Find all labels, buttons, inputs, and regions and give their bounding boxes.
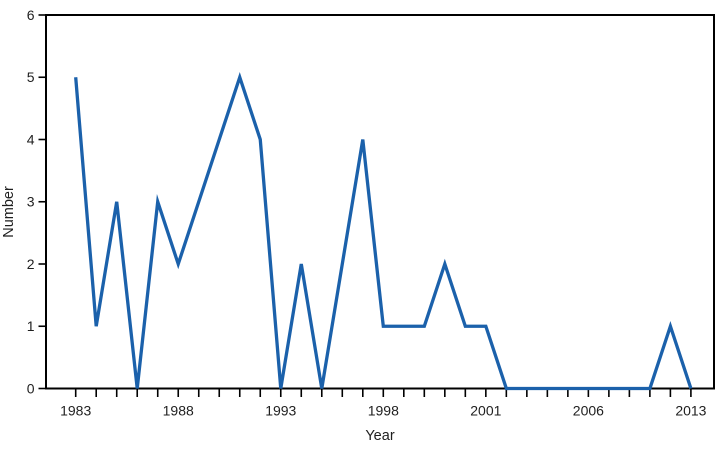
y-tick-label: 3	[27, 194, 35, 210]
y-tick-label: 5	[27, 69, 35, 85]
x-axis-title: Year	[365, 428, 394, 444]
axis-ticks-group	[38, 14, 692, 397]
x-tick-label: 2006	[573, 403, 604, 419]
data-line	[74, 71, 693, 391]
y-axis-title: Number	[1, 186, 17, 238]
x-tick-label: 1993	[265, 403, 296, 419]
x-tick-label: 2013	[675, 403, 706, 419]
x-tick-label: 2001	[470, 403, 501, 419]
y-tick-label: 0	[27, 380, 35, 396]
y-tick-label: 4	[27, 131, 35, 147]
x-tick-label: 1988	[163, 403, 194, 419]
axis-tick-labels-group: 0 1 2 3 4 5 6 1983 1988 1993 1998 2001 2006 2013	[27, 7, 707, 419]
plot-frame	[45, 14, 715, 390]
plot-frame-group	[45, 14, 715, 390]
y-tick-label: 6	[27, 7, 35, 23]
y-tick-label: 2	[27, 256, 35, 272]
data-series-group	[74, 71, 693, 391]
x-tick-label: 1983	[60, 403, 91, 419]
y-tick-label: 1	[27, 318, 35, 334]
x-tick-label: 1998	[368, 403, 399, 419]
